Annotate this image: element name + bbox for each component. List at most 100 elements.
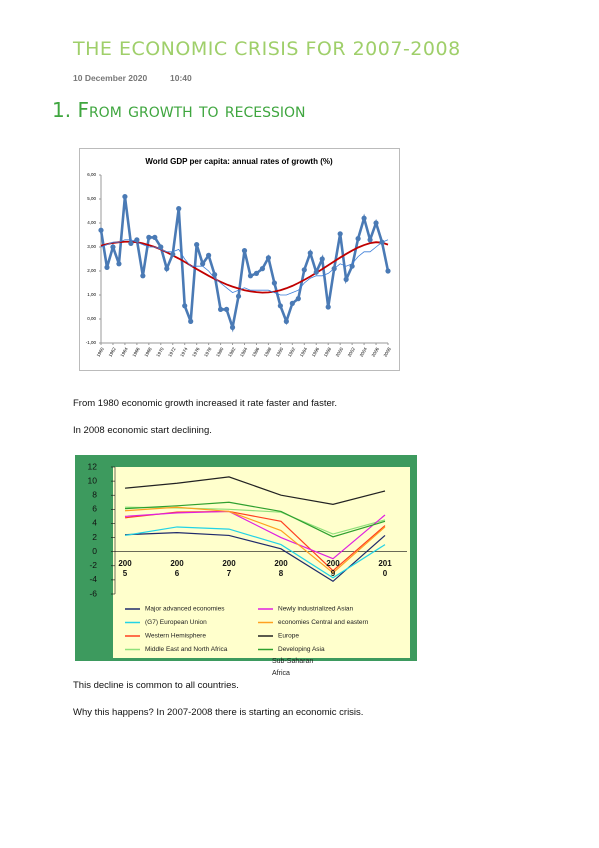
data-point	[271, 280, 277, 286]
legend-note: Sub-Saharan Africa	[272, 658, 314, 677]
x-tick-label: 1976	[191, 346, 201, 358]
paragraph: From 1980 economic growth increased it r…	[73, 398, 338, 409]
data-point	[212, 272, 218, 278]
y-tick-label: -6	[89, 588, 97, 598]
data-point	[200, 261, 206, 267]
x-tick-label: 2006	[371, 346, 381, 358]
x-tick-label: 1964	[119, 346, 129, 358]
y-tick-label: 0	[92, 546, 97, 556]
y-tick-label: -4	[89, 574, 97, 584]
data-point	[295, 296, 301, 302]
x-tick-label: 1986	[251, 346, 261, 358]
data-point	[331, 266, 337, 272]
data-point	[134, 237, 140, 243]
y-tick-label: 1,00	[87, 292, 96, 297]
x-tick-label: 2000	[335, 346, 345, 358]
data-point	[361, 215, 367, 221]
x-tick-label: 2008	[274, 558, 288, 578]
data-point	[217, 306, 224, 312]
y-tick-label: -1,00	[86, 340, 97, 345]
series-line	[124, 526, 386, 579]
series-line	[124, 476, 386, 506]
legend-label: Europe	[278, 633, 299, 640]
section-heading: 1. From growth to recession	[52, 98, 306, 122]
x-tick-label: 1980	[215, 346, 225, 358]
data-point	[170, 251, 176, 257]
x-tick-label: 2010	[378, 558, 392, 578]
x-tick-label: 1990	[275, 346, 285, 358]
data-point	[355, 236, 361, 242]
data-point	[98, 227, 104, 233]
plot-background	[113, 467, 410, 658]
data-point	[128, 240, 134, 246]
data-point	[110, 244, 116, 250]
data-point	[307, 250, 313, 256]
x-tick-label: 1994	[299, 346, 309, 358]
legend-label: Newly industrialized Asian	[278, 606, 354, 613]
x-tick-label: 2005	[118, 558, 132, 578]
x-tick-label: 1984	[239, 346, 249, 358]
y-tick-label: 12	[88, 461, 98, 471]
x-tick-label: 1996	[311, 346, 321, 358]
figure-frame	[79, 148, 400, 371]
data-point	[379, 239, 385, 245]
y-tick-label: 5,00	[87, 196, 96, 201]
series-line	[100, 239, 389, 296]
data-point	[229, 324, 236, 330]
x-tick-label: 2008	[383, 346, 393, 358]
legend-label: economies Central and eastern	[278, 619, 369, 626]
data-point	[140, 273, 146, 279]
data-point	[182, 303, 188, 309]
time: 10:40	[170, 73, 192, 83]
data-point	[319, 256, 325, 262]
data-point	[313, 269, 319, 275]
x-tick-label: 1988	[263, 346, 273, 358]
y-tick-label: 8	[92, 489, 97, 499]
data-point	[194, 242, 200, 248]
legend-label: Developing Asia	[278, 646, 325, 653]
data-point	[283, 318, 289, 324]
data-point	[277, 303, 283, 309]
data-point	[373, 220, 379, 226]
data-point	[265, 255, 272, 261]
data-point	[164, 266, 170, 272]
x-tick-label: 1966	[131, 346, 141, 358]
x-tick-label: 2006	[170, 558, 184, 578]
figure-gdp: World GDP per capita: annual rates of gr…	[79, 148, 400, 371]
data-point	[122, 194, 128, 200]
y-tick-label: 4,00	[87, 220, 96, 225]
data-point	[158, 244, 164, 250]
x-tick-label: 1998	[323, 346, 333, 358]
data-point	[337, 231, 343, 237]
y-tick-label: 3,00	[87, 244, 96, 249]
figure-regions: 12 10 8 6 4 2 0 -2 -4 -6 Major advanced economies (…	[75, 455, 417, 661]
x-tick-label: 1992	[287, 346, 297, 358]
data-point	[206, 252, 212, 258]
x-tick-label: 1962	[108, 346, 118, 358]
y-tick-label: 6	[92, 504, 97, 514]
document-title: THE ECONOMIC CRISIS FOR 2007-2008	[73, 38, 461, 60]
paragraph: In 2008 economic start declining.	[73, 425, 212, 436]
x-tick-label: 1970	[155, 346, 165, 358]
y-tick-label: 2	[92, 532, 97, 542]
series-line	[124, 532, 386, 583]
data-point	[325, 304, 331, 310]
x-tick-label: 1978	[203, 346, 213, 358]
data-point	[259, 266, 266, 272]
legend-label: Middle East and North Africa	[145, 646, 228, 653]
chart-title: World GDP per capita: annual rates of gr…	[145, 157, 333, 166]
x-tick-label: 1972	[167, 346, 177, 358]
data-point	[116, 261, 122, 267]
data-point	[343, 276, 349, 282]
legend-label: Western Hemisphere	[145, 633, 206, 640]
data-point	[253, 270, 260, 276]
x-tick-label: 1982	[227, 346, 237, 358]
date: 10 December 2020	[73, 73, 148, 83]
y-tick-label: 4	[92, 518, 97, 528]
x-tick-label: 2002	[347, 346, 357, 358]
x-tick-label: 1960	[96, 346, 106, 358]
data-point	[235, 293, 242, 299]
paragraph: This decline is common to all countries.	[73, 680, 239, 691]
data-point	[188, 318, 194, 324]
